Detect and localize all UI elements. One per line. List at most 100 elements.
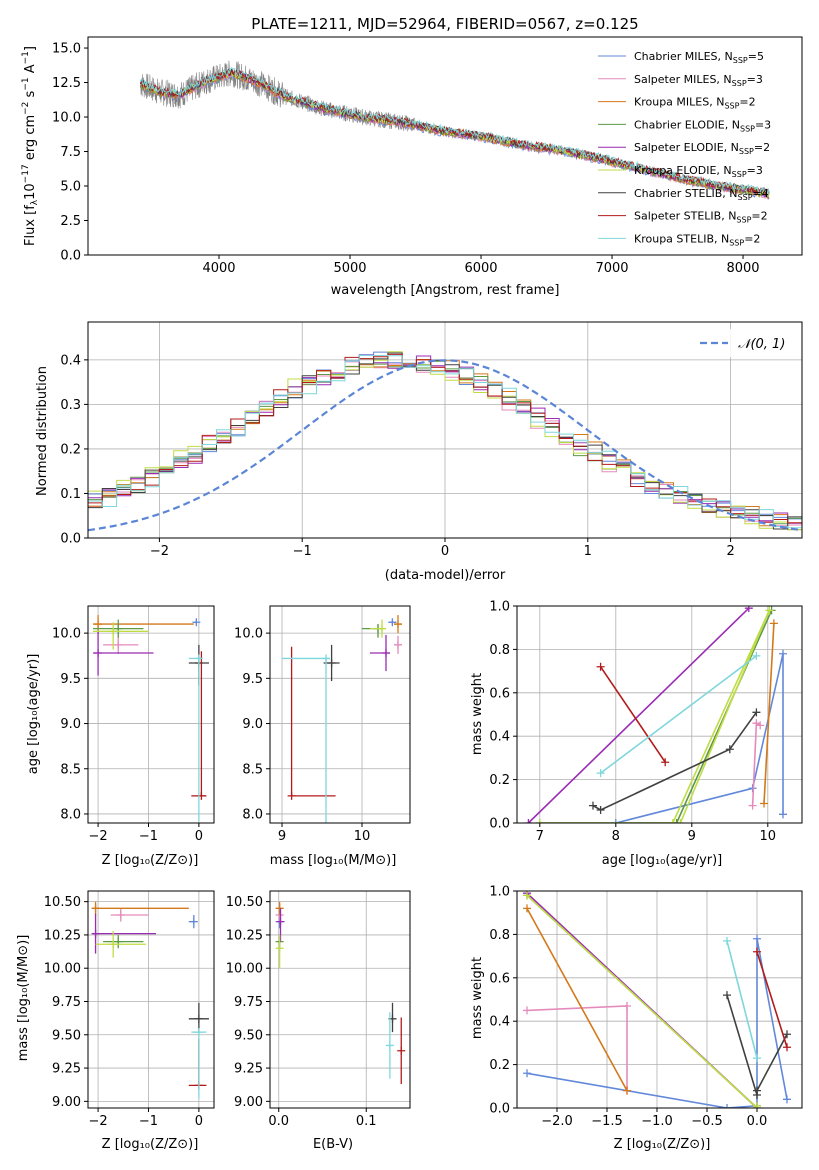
wage-marker-4-0: [524, 819, 533, 823]
wage-marker-3-1: [672, 819, 681, 823]
agemass-frame: [269, 605, 411, 824]
age-z-ylabel: age [log₁₀(age/yr)]: [26, 654, 41, 775]
massz-point-2: [91, 904, 100, 913]
wz-marker-6-2: [753, 1086, 761, 1095]
wz-ytick-label-4: 0.8: [489, 928, 510, 943]
wage-ytick-label-1: 0.2: [489, 773, 510, 788]
massz-ytick-label-4: 10.00: [44, 962, 81, 977]
residuals-xtick-label-0: −2: [150, 544, 169, 559]
spectrum-ylabel: Flux [fλ10−17 erg cm−2 s−1 A−1]: [21, 46, 40, 246]
wage-xtick-label-0: 7: [536, 829, 544, 844]
massz-ytick-label-6: 10.50: [44, 895, 81, 910]
massz-ytick-label-5: 10.25: [44, 928, 81, 943]
residuals-axes: −2 −1 0 1 2 0.0 0.1 0.2 0.3 0.4: [60, 321, 803, 559]
wz-frame: [516, 890, 803, 1109]
agez-ytick-label-4: 10.0: [52, 627, 81, 642]
model-spectrum-8: [140, 66, 770, 195]
agez-ytick-label-2: 9.0: [60, 717, 81, 732]
wage-marker-8-0: [596, 769, 605, 778]
legend-sub: SSP: [740, 124, 755, 133]
wage-frame: [516, 605, 803, 824]
spectrum-ytick-label-3: 7.5: [60, 145, 81, 160]
wage-marker-1-0: [748, 801, 757, 810]
wz-plot-area: [523, 891, 791, 1108]
wz-series-7: [756, 951, 788, 1048]
agemass-axes: 9 10 8.0 8.5 9.0 9.5 10.0: [234, 605, 411, 844]
agez-xtick-label-2: 0: [195, 829, 203, 844]
wage-marker-4-1: [744, 606, 753, 613]
agemass-point-0: [388, 618, 397, 627]
wage-marker-6-0: [589, 801, 597, 810]
spectrum-ytick-label-1: 2.5: [60, 214, 81, 229]
wage-marker-7-1: [661, 758, 670, 767]
massebv-ytick-label-6: 10.50: [226, 895, 263, 910]
agez-ytick-label-1: 8.5: [60, 762, 81, 777]
legend-sub: SSP: [732, 79, 747, 88]
agemass-ytick-label-2: 9.0: [242, 717, 263, 732]
wz-marker-0-4: [783, 1095, 791, 1104]
wz-marker-0-3: [753, 934, 761, 943]
spectrum-axes: 4000 5000 6000 7000 8000 0.0 2.5 5.0 7.5 10.0 12.5…: [52, 36, 803, 276]
wage-marker-5-2: [765, 606, 774, 615]
residuals-ylabel: Normed distribution: [35, 366, 50, 496]
legend-sub: SSP: [724, 102, 739, 111]
wz-marker-0-1: [723, 1104, 731, 1108]
legend-label-0: Chabrier MILES, NSSP=5: [634, 50, 764, 65]
massebv-plot-area: [275, 901, 406, 1085]
wage-xtick-label-1: 8: [612, 829, 620, 844]
wage-series-4: [527, 607, 750, 823]
massebv-ytick-label-3: 9.75: [234, 995, 263, 1010]
wz-marker-7-1: [783, 1043, 791, 1052]
legend-rest: =2: [744, 232, 760, 245]
legend-rest: =4: [753, 187, 769, 200]
wage-marker-1-2: [756, 721, 765, 730]
massebv-axes: 0.0 0.1 9.00 9.25 9.50 9.75 10.00 10.25 10.50: [226, 890, 411, 1129]
massz-point-5: [109, 940, 118, 949]
agez-point-8: [194, 654, 203, 663]
weight-vs-z-panel: −2.0 −1.5 −1.0 −0.5 0.0 0.0 0.2 0.4 0.6 0.8 1.0: [489, 885, 803, 1129]
wage-series-2: [763, 623, 775, 804]
agez-frame: [87, 605, 215, 824]
agemass-ytick-label-1: 8.5: [242, 762, 263, 777]
wz-marker-7-0: [753, 947, 761, 956]
residual-legend: 𝒩(0, 1): [694, 329, 796, 357]
wage-marker-6-1: [596, 805, 605, 814]
massebv-ytick-label-4: 10.00: [226, 962, 263, 977]
wz-marker-0-0: [523, 1069, 531, 1078]
massz-point-0: [189, 917, 198, 926]
legend-rest: =2: [754, 141, 770, 154]
legend-sub: SSP: [729, 238, 744, 247]
massebv-ytick-label-1: 9.25: [234, 1062, 263, 1077]
residuals-xtick-label-1: −1: [293, 544, 312, 559]
massebv-point-5: [275, 944, 284, 953]
massz-point-8: [194, 1028, 203, 1037]
legend-label-8: Kroupa STELIB, NSSP=2: [634, 232, 760, 247]
residuals-ytick-label-4: 0.4: [60, 353, 81, 368]
massz-frame: [87, 890, 215, 1109]
massz-xtick-label-1: −1: [139, 1114, 158, 1129]
wage-marker-8-1: [752, 651, 761, 660]
agez-ytick-label-3: 9.5: [60, 672, 81, 687]
wage-marker-2-1: [769, 619, 778, 628]
agez-point-2: [94, 620, 103, 629]
wz-marker-5-2: [753, 1101, 761, 1108]
legend-label-7: Salpeter STELIB, NSSP=2: [634, 210, 768, 225]
agemass-point-4: [382, 649, 390, 658]
agemass-plot-area: [282, 615, 402, 823]
wz-marker-8-1: [753, 1054, 761, 1063]
legend-rest: =3: [747, 73, 763, 86]
wz-marker-1-0: [523, 1006, 531, 1015]
spectrum-xtick-label-3: 7000: [595, 261, 628, 276]
mass-z-ylabel: mass [log₁₀(M/M⊙)]: [16, 935, 31, 1062]
massebv-ytick-label-0: 9.00: [234, 1095, 263, 1110]
wage-ytick-label-3: 0.6: [489, 686, 510, 701]
age-mass-xlabel: mass [log₁₀(M/M⊙)]: [270, 853, 397, 868]
agemass-ytick-label-3: 9.5: [242, 672, 263, 687]
residuals-ytick-label-2: 0.2: [60, 442, 81, 457]
legend-sub: SSP: [739, 147, 754, 156]
mass-vs-ebv-panel: 0.0 0.1 9.00 9.25 9.50 9.75 10.00 10.25 10.50: [226, 890, 411, 1129]
age-z-xlabel: Z [log₁₀(Z/Z⊙)]: [102, 853, 199, 868]
wage-series-5: [539, 609, 771, 823]
residuals-xlabel: (data-model)/error: [385, 568, 506, 583]
legend-label-5: Kroupa ELODIE, NSSP=3: [634, 164, 763, 179]
